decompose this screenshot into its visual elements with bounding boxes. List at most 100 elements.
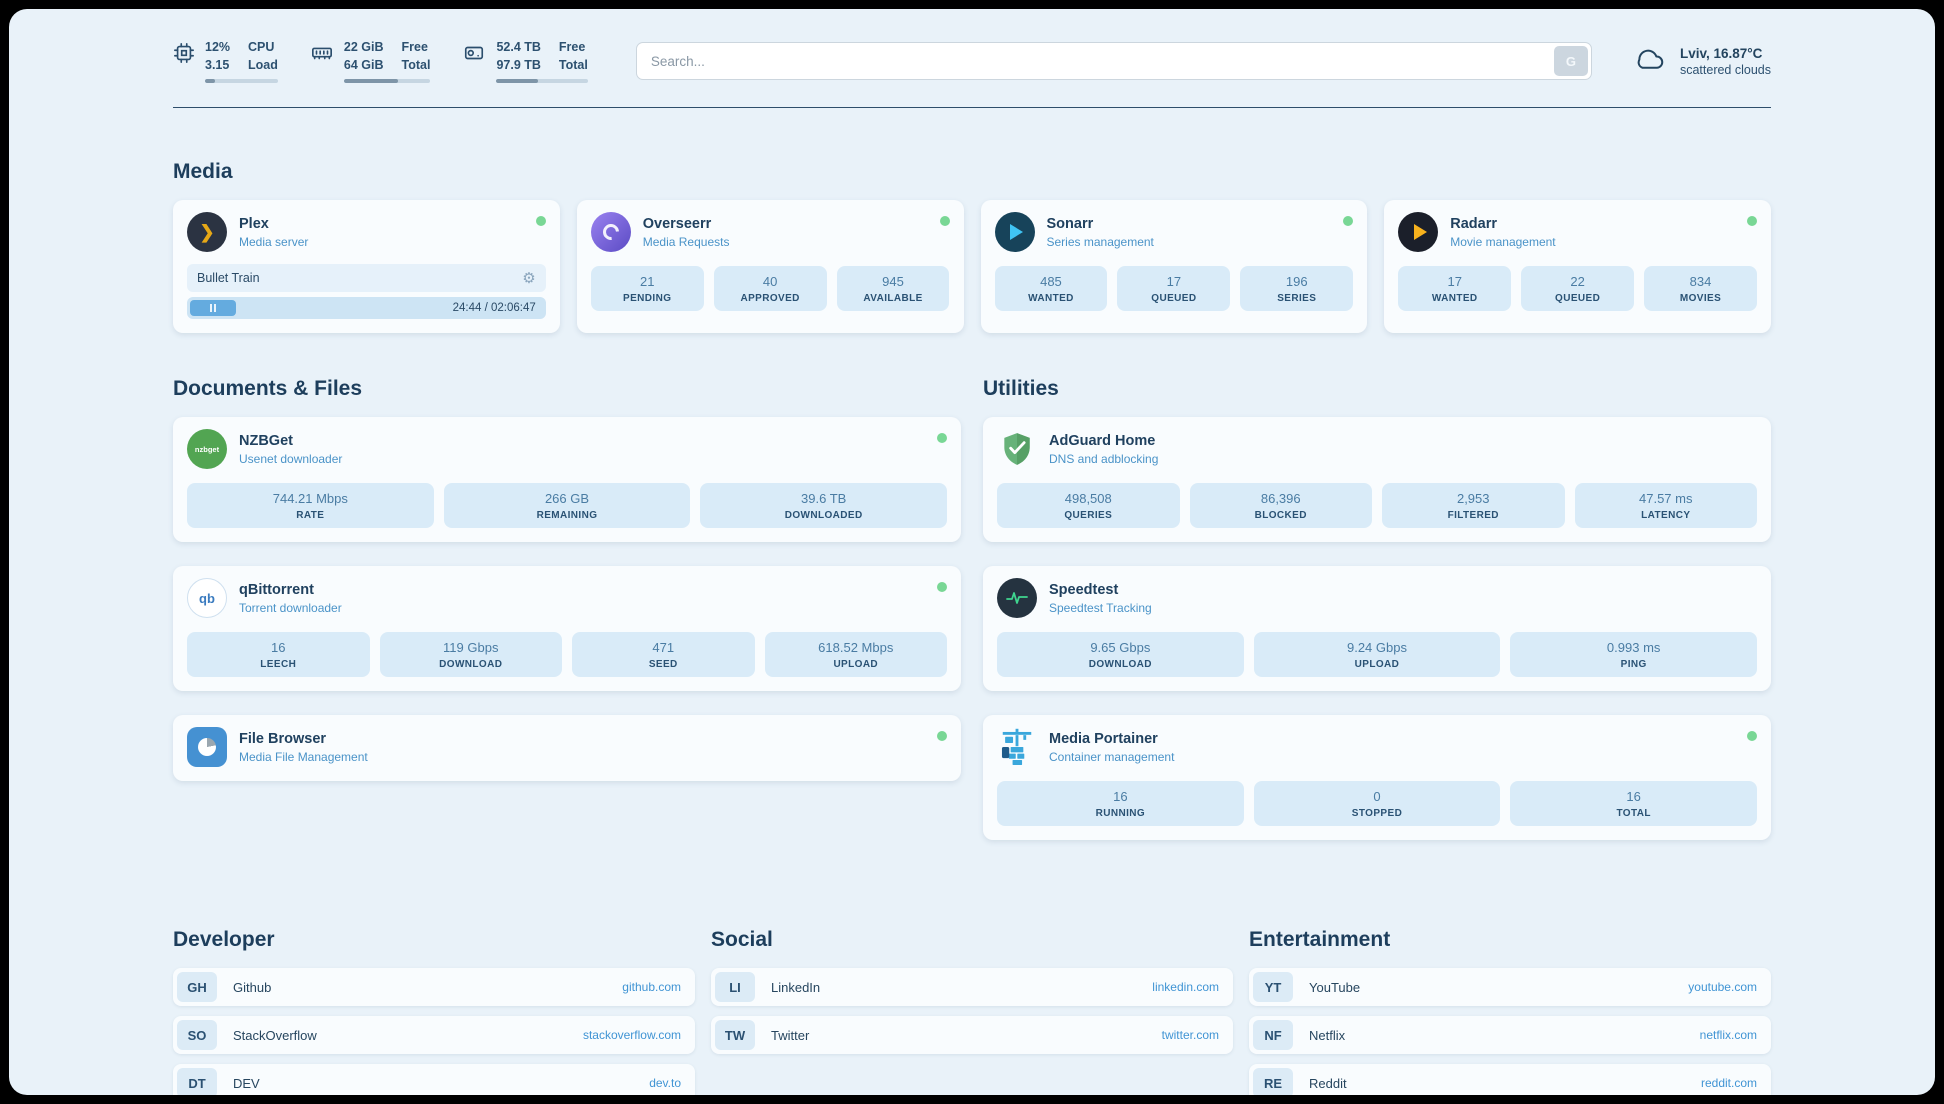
disk-widget: 52.4 TB 97.9 TB Free Total (462, 39, 588, 83)
bookmark-abbr: YT (1253, 972, 1293, 1002)
cpu-usage-value: 12% (205, 40, 231, 54)
qbittorrent-icon: qb (187, 578, 227, 618)
service-name: Radarr (1450, 215, 1497, 232)
service-card-sonarr[interactable]: Sonarr Series management 485 WANTED 17 QUE… (980, 200, 1368, 333)
resource-monitors: 12% 3.15 CPU Load (173, 39, 588, 83)
cpu-progress-bar (205, 79, 278, 83)
nzbget-icon: nzbget (187, 429, 227, 469)
stat-remaining: 266 GB REMAINING (443, 483, 691, 528)
service-desc: Container management (1049, 749, 1175, 764)
stat-leech: 16 LEECH (187, 632, 370, 677)
service-name: AdGuard Home (1049, 432, 1156, 449)
bookmark-url: stackoverflow.com (582, 1028, 681, 1042)
bookmark-stackoverflow[interactable]: SO StackOverflow stackoverflow.com (173, 1016, 695, 1054)
service-desc: Torrent downloader (239, 600, 342, 615)
playback-progress-fill (190, 300, 236, 316)
plex-icon: ❯ (187, 212, 227, 252)
stat-filtered: 2,953 FILTERED (1382, 483, 1565, 528)
service-desc: DNS and adblocking (1049, 451, 1159, 466)
section-title-documents: Documents & Files (173, 377, 363, 400)
stat-queries: 498,508 QUERIES (997, 483, 1180, 528)
weather-location: Lviv, 16.87°C (1679, 45, 1763, 61)
bookmark-abbr: TW (715, 1020, 755, 1050)
bookmark-github[interactable]: GH Github github.com (173, 968, 695, 1006)
service-card-overseerr[interactable]: Overseerr Media Requests 21 PENDING 40 APP… (576, 200, 964, 333)
service-card-radarr[interactable]: Radarr Movie management 17 WANTED 22 QUEUE… (1384, 200, 1771, 333)
service-name: NZBGet (239, 432, 293, 449)
bookmark-dev[interactable]: DT DEV dev.to (173, 1064, 695, 1095)
disk-free-label: Free (558, 40, 586, 54)
search-input[interactable] (635, 42, 1592, 80)
speedtest-icon (997, 578, 1037, 618)
service-name: Plex (239, 215, 269, 232)
service-desc: Media File Management (239, 749, 368, 764)
disk-total-label: Total (558, 57, 588, 72)
service-desc: Media server (239, 234, 309, 249)
stat-approved: 40 APPROVED (713, 266, 827, 311)
bookmark-reddit[interactable]: RE Reddit reddit.com (1249, 1064, 1771, 1095)
cpu-load-label: Load (248, 57, 278, 72)
sonarr-icon (994, 212, 1035, 252)
bookmark-linkedin[interactable]: LI LinkedIn linkedin.com (711, 968, 1233, 1006)
status-dot (1343, 216, 1354, 226)
service-name: qBittorrent (239, 581, 314, 598)
stat-wanted: 485 WANTED (994, 266, 1108, 311)
stat-upload: 9.24 Gbps UPLOAD (1253, 632, 1501, 677)
stat-queued: 17 QUEUED (1117, 266, 1231, 311)
bookmark-group-developer: Developer GH Github github.com SO StackO… (173, 928, 695, 1095)
service-card-portainer[interactable]: Media Portainer Container management 16 R… (983, 715, 1771, 840)
weather-widget: Lviv, 16.87°C scattered clouds (1632, 44, 1771, 79)
service-desc: Usenet downloader (239, 451, 343, 466)
playback-progress-bar[interactable]: 24:44 / 02:06:47 (187, 297, 546, 319)
cpu-icon (173, 42, 195, 64)
gear-icon[interactable]: ⚙ (522, 270, 536, 287)
adguard-icon (997, 429, 1037, 469)
top-bar: 12% 3.15 CPU Load (173, 9, 1771, 108)
bookmark-netflix[interactable]: NF Netflix netflix.com (1249, 1016, 1771, 1054)
bookmark-name: LinkedIn (771, 979, 821, 995)
service-card-plex[interactable]: ❯ Plex Media server Bullet Train ⚙ 24:44 (173, 200, 560, 333)
service-card-nzbget[interactable]: nzbget NZBGet Usenet downloader 744.21 M… (173, 417, 961, 542)
dashboard-page: 12% 3.15 CPU Load (9, 9, 1935, 1095)
bookmark-name: YouTube (1309, 979, 1361, 995)
portainer-icon (997, 727, 1037, 767)
memory-progress-bar (343, 79, 431, 83)
stat-blocked: 86,396 BLOCKED (1189, 483, 1372, 528)
stat-seed: 471 SEED (572, 632, 755, 677)
status-dot (535, 216, 546, 226)
now-playing-title: Bullet Train (197, 271, 260, 285)
search-provider-button[interactable]: G (1553, 46, 1588, 76)
section-media: Media ❯ Plex Media server Bullet Train (173, 160, 1771, 333)
stat-stopped: 0 STOPPED (1253, 781, 1501, 826)
memory-free-label: Free (401, 40, 428, 54)
service-card-filebrowser[interactable]: File Browser Media File Management (173, 715, 961, 781)
bookmark-url: twitter.com (1161, 1028, 1219, 1042)
section-utilities: Utilities AdGuard Home DNS and adblockin… (983, 377, 1771, 864)
cpu-load-value: 3.15 (205, 57, 230, 72)
pause-icon (209, 304, 212, 312)
stat-upload: 618.52 Mbps UPLOAD (764, 632, 947, 677)
bookmark-abbr: GH (177, 972, 217, 1002)
service-desc: Movie management (1450, 234, 1556, 249)
now-playing-row: Bullet Train ⚙ (187, 264, 546, 292)
bookmark-url: netflix.com (1699, 1028, 1757, 1042)
memory-widget: 22 GiB 64 GiB Free Total (310, 39, 431, 83)
service-card-adguard[interactable]: AdGuard Home DNS and adblocking 498,508 Q… (983, 417, 1771, 542)
service-card-qbittorrent[interactable]: qb qBittorrent Torrent downloader 16 LEEC… (173, 566, 961, 691)
bookmark-name: DEV (233, 1075, 260, 1091)
cpu-widget: 12% 3.15 CPU Load (173, 39, 278, 83)
stat-ping: 0.993 ms PING (1510, 632, 1757, 677)
service-card-speedtest[interactable]: Speedtest Speedtest Tracking 9.65 Gbps DO… (983, 566, 1771, 691)
status-dot (1747, 731, 1757, 741)
bookmark-abbr: NF (1253, 1020, 1293, 1050)
bookmark-name: Github (233, 979, 272, 995)
disk-icon (462, 42, 486, 64)
bookmark-youtube[interactable]: YT YouTube youtube.com (1249, 968, 1771, 1006)
stat-download: 119 Gbps DOWNLOAD (379, 632, 562, 677)
radarr-icon (1398, 212, 1439, 252)
status-dot (939, 216, 950, 226)
bookmark-twitter[interactable]: TW Twitter twitter.com (711, 1016, 1233, 1054)
section-title-entertainment: Entertainment (1249, 928, 1391, 951)
weather-condition: scattered clouds (1679, 62, 1771, 77)
service-desc: Series management (1046, 234, 1154, 249)
